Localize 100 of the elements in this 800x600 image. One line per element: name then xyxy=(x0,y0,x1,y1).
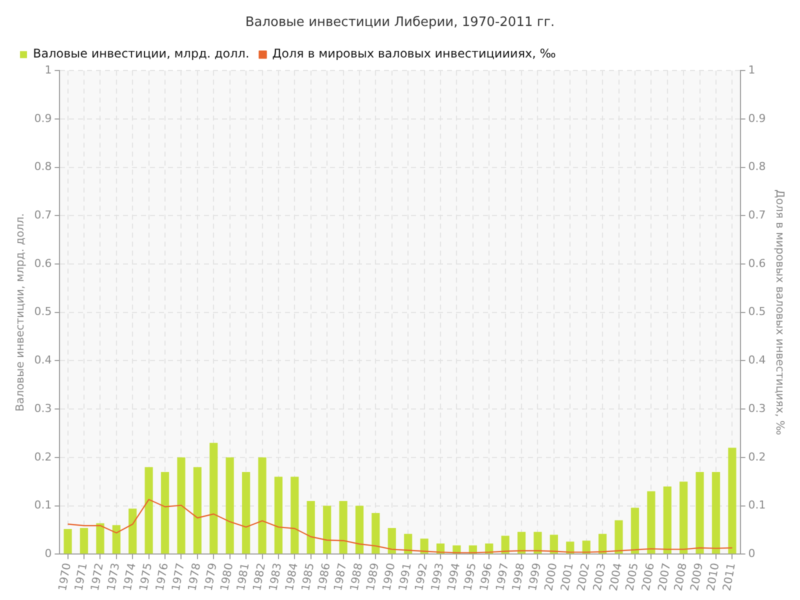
x-tick-label: 1977 xyxy=(169,562,187,592)
x-tick-label: 1976 xyxy=(153,562,171,592)
bar xyxy=(274,476,283,554)
bar xyxy=(64,528,72,554)
x-tick-label: 2003 xyxy=(590,562,608,592)
x-tick-label: 2010 xyxy=(704,562,722,592)
y-tick-label: 0 xyxy=(44,547,52,560)
y2-tick-label: 0.9 xyxy=(748,112,766,125)
x-tick-label: 1971 xyxy=(72,562,90,592)
y-tick-label: 0.1 xyxy=(34,498,52,512)
x-tick-label: 1991 xyxy=(396,562,414,592)
bar xyxy=(614,520,623,554)
y2-tick-label: 0.8 xyxy=(748,160,766,174)
y2-tick-label: 0.6 xyxy=(748,256,766,270)
x-tick-label: 1992 xyxy=(412,562,430,592)
x-tick-label: 1996 xyxy=(477,562,495,592)
y-tick-label: 0.9 xyxy=(34,112,52,125)
x-tick-label: 1978 xyxy=(186,562,204,592)
x-tick-label: 2000 xyxy=(542,562,560,592)
legend-label: Доля в мировых валовых инвестициииях, ‰ xyxy=(272,46,556,61)
y-tick-label: 0.3 xyxy=(34,402,52,415)
y2-tick-label: 1 xyxy=(748,63,756,76)
x-tick-label: 1998 xyxy=(510,562,528,592)
bar xyxy=(728,448,736,554)
x-tick-label: 1988 xyxy=(348,562,366,592)
x-tick-label: 1979 xyxy=(202,562,220,592)
x-tick-label: 2008 xyxy=(672,562,690,592)
bar xyxy=(193,467,202,554)
x-tick-label: 2006 xyxy=(639,562,657,592)
y-tick-label: 0.5 xyxy=(34,305,52,318)
bar xyxy=(630,508,640,554)
bar xyxy=(160,472,170,554)
bar xyxy=(96,523,104,554)
bar xyxy=(404,534,412,554)
y-tick-label: 0.4 xyxy=(34,354,52,367)
bar xyxy=(517,532,526,554)
y-tick-label: 0.6 xyxy=(34,256,52,270)
x-tick-label: 1980 xyxy=(218,562,236,592)
legend-label: Валовые инвестиции, млрд. долл. xyxy=(33,46,250,61)
y-tick-label: 1 xyxy=(44,63,52,76)
x-tick-label: 1983 xyxy=(266,562,284,592)
bar xyxy=(258,457,266,554)
bar xyxy=(355,506,364,554)
bar xyxy=(177,457,186,554)
x-tick-label: 1970 xyxy=(56,562,74,592)
x-tick-label: 1982 xyxy=(250,562,268,592)
bar xyxy=(501,536,510,554)
bar xyxy=(144,467,153,554)
y2-tick-label: 0.2 xyxy=(748,450,766,464)
y2-tick-label: 0 xyxy=(748,547,756,560)
x-tick-label: 1974 xyxy=(120,562,138,592)
bar xyxy=(128,508,137,554)
x-tick-label: 2005 xyxy=(623,562,641,592)
bar xyxy=(680,482,688,554)
bar xyxy=(210,442,218,554)
y2-tick-label: 0.4 xyxy=(748,354,766,367)
x-tick-label: 1997 xyxy=(493,562,512,592)
x-tick-label: 2011 xyxy=(720,562,738,592)
bar xyxy=(712,472,720,554)
y-tick-label: 0.2 xyxy=(34,450,52,464)
bar xyxy=(550,534,558,554)
bar xyxy=(388,528,396,554)
bar xyxy=(598,534,607,554)
bar xyxy=(647,491,656,554)
x-tick-label: 1989 xyxy=(364,562,382,592)
x-tick-label: 1986 xyxy=(315,562,333,592)
bar xyxy=(306,500,315,554)
x-tick-label: 2004 xyxy=(606,562,625,592)
bar xyxy=(323,506,332,554)
x-tick-label: 1994 xyxy=(444,562,462,592)
bar xyxy=(112,525,120,554)
y2-tick-label: 0.3 xyxy=(748,402,766,415)
bar xyxy=(534,532,542,554)
x-tick-label: 2009 xyxy=(688,562,706,592)
bar xyxy=(242,472,250,554)
x-tick-label: 1999 xyxy=(526,562,544,592)
y-tick-label: 0.8 xyxy=(34,160,52,174)
x-tick-label: 1973 xyxy=(104,562,122,592)
y-axis-title: Валовые инвестиции, млрд. долл. xyxy=(13,213,26,412)
x-tick-label: 1995 xyxy=(461,562,479,592)
x-tick-label: 2007 xyxy=(655,562,674,592)
x-tick-label: 1972 xyxy=(88,562,106,592)
bar xyxy=(339,500,348,554)
x-tick-label: 1987 xyxy=(331,562,350,592)
x-tick-label: 1985 xyxy=(298,562,317,592)
y2-tick-label: 0.5 xyxy=(748,305,766,318)
y-tick-label: 0.7 xyxy=(34,208,52,222)
bar xyxy=(696,472,704,554)
x-tick-label: 2001 xyxy=(558,562,576,592)
x-tick-label: 2002 xyxy=(574,562,592,592)
bar xyxy=(290,476,299,554)
x-tick-label: 1984 xyxy=(282,562,300,592)
y2-axis-title: Доля в мировых валовых инвестициях, ‰ xyxy=(774,190,787,436)
x-tick-label: 1993 xyxy=(428,562,446,592)
x-tick-label: 1981 xyxy=(234,562,252,592)
y2-tick-label: 0.1 xyxy=(748,498,766,512)
x-tick-label: 1975 xyxy=(136,562,155,592)
bar xyxy=(372,513,380,554)
y2-tick-label: 0.7 xyxy=(748,208,766,222)
bar xyxy=(420,538,428,554)
